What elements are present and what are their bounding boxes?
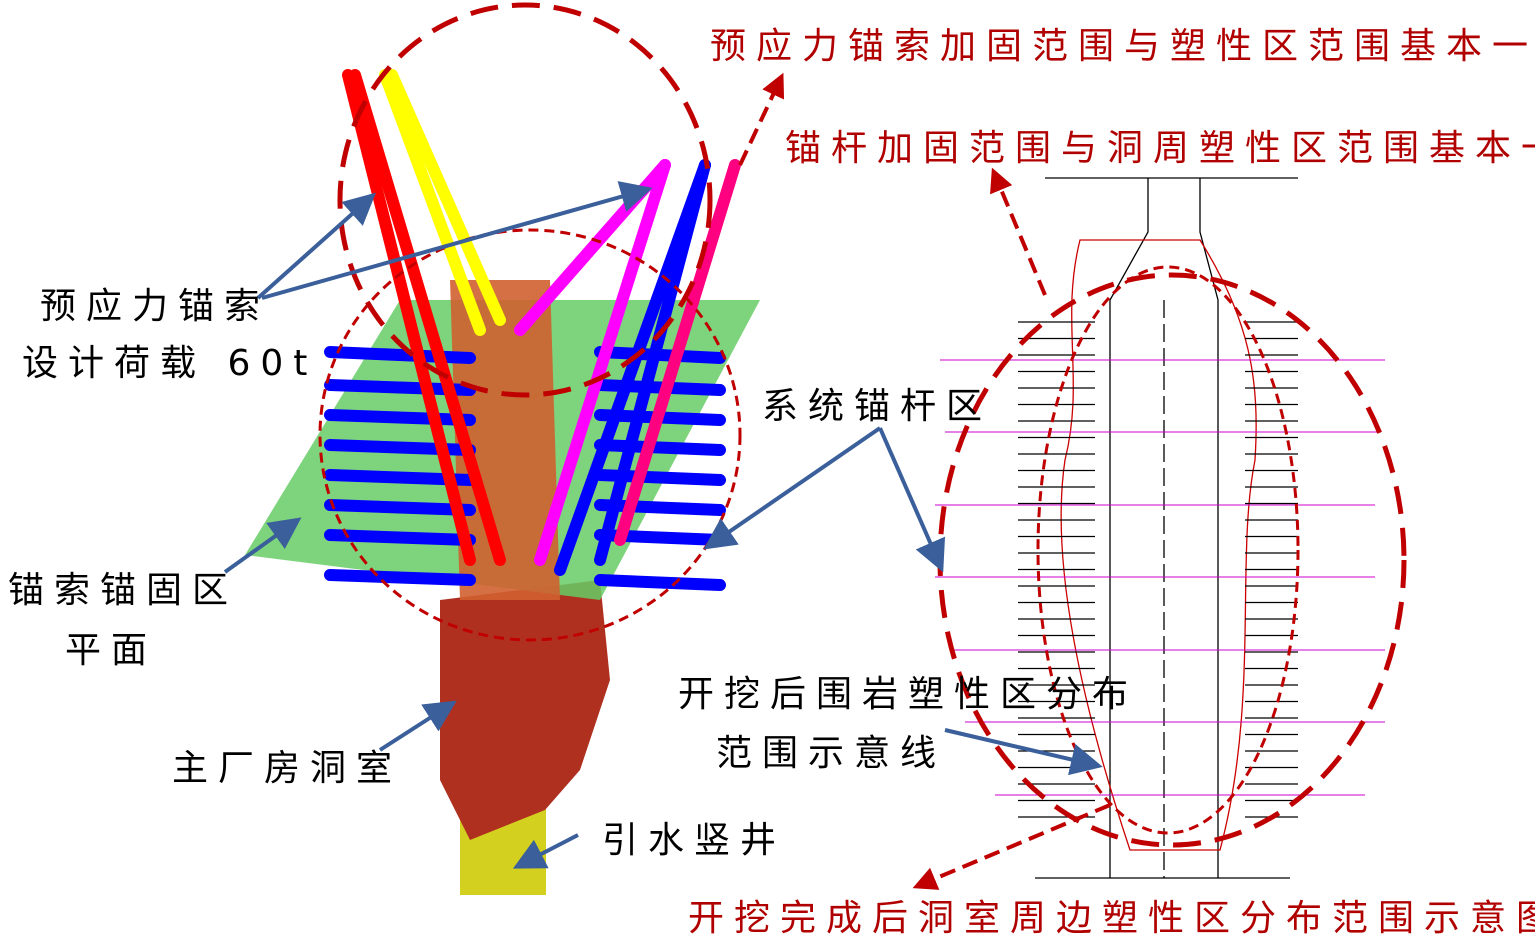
cables [342, 69, 741, 576]
label: 设计荷载 60t [22, 343, 317, 384]
label: 系统锚杆区 [762, 386, 992, 427]
section-2d [1035, 177, 1298, 879]
cavern-top [450, 280, 560, 600]
cavern-body [440, 580, 610, 840]
label: 范围示意线 [716, 733, 946, 774]
label: 锚索锚固区 [8, 570, 238, 611]
cable-lines [935, 359, 1385, 796]
red-pointers [738, 72, 1111, 890]
label: 预应力锚索 [40, 286, 270, 327]
bolt-zone [1036, 265, 1300, 835]
label: 引水竖井 [602, 820, 786, 861]
label: 主厂房洞室 [172, 748, 402, 789]
pointers [223, 181, 1103, 869]
note-bottom: 开挖完成后洞室周边塑性区分布范围示意图 [688, 898, 1535, 938]
label: 开挖后围岩塑性区分布 [678, 674, 1138, 715]
note-middle: 锚杆加固范围与洞周塑性区范围基本一致 [785, 128, 1535, 169]
bolt-lines [1018, 321, 1298, 818]
note-top: 预应力锚索加固范围与塑性区范围基本一致 [710, 26, 1535, 67]
label: 平面 [65, 630, 157, 671]
model-3d [245, 2, 760, 895]
